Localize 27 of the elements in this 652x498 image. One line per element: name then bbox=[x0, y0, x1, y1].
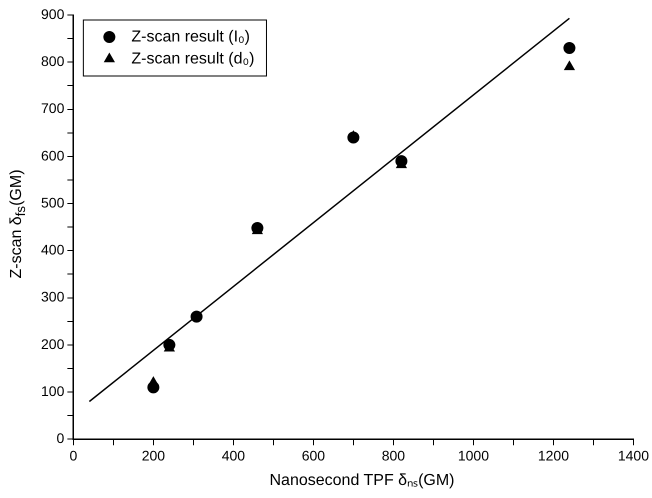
x-tick-label: 800 bbox=[382, 447, 406, 464]
x-tick-label: 1200 bbox=[538, 447, 570, 464]
x-tick-label: 600 bbox=[302, 447, 326, 464]
x-tick-label: 400 bbox=[222, 447, 246, 464]
legend-label: Z-scan result (d₀) bbox=[131, 50, 254, 68]
y-tick-label: 300 bbox=[41, 288, 65, 305]
point bbox=[190, 310, 203, 323]
point bbox=[147, 381, 160, 394]
legend-label: Z-scan result (I₀) bbox=[131, 28, 250, 46]
y-tick-label: 100 bbox=[41, 382, 65, 399]
point bbox=[564, 60, 575, 70]
point bbox=[163, 338, 176, 351]
x-tick-label: 1400 bbox=[618, 447, 650, 464]
y-tick-label: 0 bbox=[56, 430, 65, 446]
y-tick-label: 900 bbox=[41, 6, 65, 22]
y-tick-label: 800 bbox=[41, 52, 65, 69]
point bbox=[563, 42, 576, 54]
x-tick-label: 1000 bbox=[458, 447, 490, 464]
x-tick-label: 200 bbox=[142, 447, 166, 464]
y-tick-label: 500 bbox=[41, 194, 65, 210]
x-axis-title: Nanosecond TPF δₙₛ(GM) bbox=[268, 471, 456, 490]
point bbox=[347, 132, 360, 144]
x-tick-label: 0 bbox=[69, 447, 78, 464]
y-tick-label: 700 bbox=[41, 100, 65, 116]
y-tick-label: 600 bbox=[41, 147, 65, 164]
y-tick-label: 200 bbox=[41, 336, 65, 352]
y-tick-label: 400 bbox=[41, 242, 65, 258]
